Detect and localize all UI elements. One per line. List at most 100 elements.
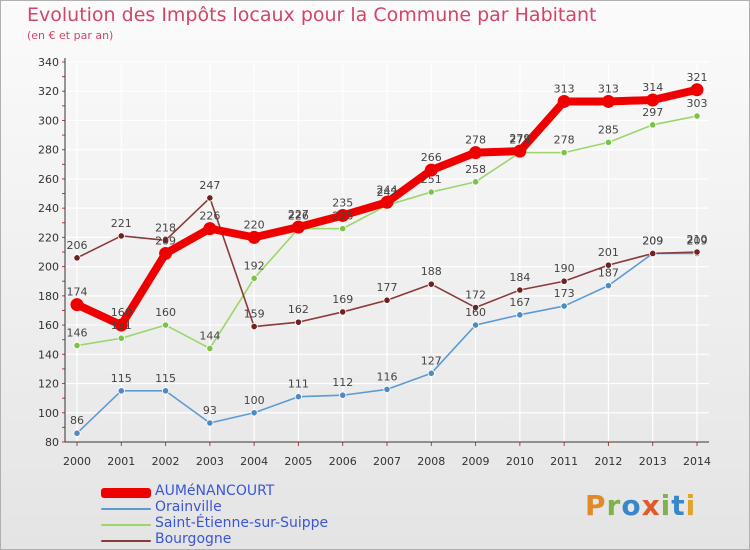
legend-label: AUMéNANCOURT: [155, 483, 275, 499]
data-point-orainville: [604, 282, 613, 290]
data-label-saint-tienne-sur-suippe: 146: [67, 327, 88, 340]
x-tick-label: 2008: [417, 455, 445, 468]
data-label-saint-tienne-sur-suippe: 160: [155, 306, 176, 319]
data-label-aum-nancourt: 220: [244, 218, 265, 231]
legend-label: Saint-Étienne-sur-Suippe: [155, 515, 329, 531]
data-point-aum-nancourt: [336, 208, 350, 222]
data-label-aum-nancourt: 266: [421, 151, 442, 164]
y-tick-label: 180: [38, 290, 59, 303]
data-point-orainville: [117, 387, 125, 395]
data-point-aum-nancourt: [159, 246, 173, 260]
data-point-bourgogne: [383, 296, 391, 304]
data-label-aum-nancourt: 235: [332, 196, 353, 209]
data-label-orainville: 115: [155, 372, 176, 385]
data-point-aum-nancourt: [424, 163, 438, 177]
y-tick-label: 120: [38, 378, 59, 391]
data-label-bourgogne: 209: [642, 234, 663, 247]
y-tick-label: 80: [45, 436, 59, 449]
y-tick-label: 280: [38, 144, 59, 157]
data-label-saint-tienne-sur-suippe: 251: [421, 173, 442, 186]
data-label-bourgogne: 177: [377, 281, 398, 294]
data-point-bourgogne: [560, 277, 568, 285]
data-label-bourgogne: 184: [509, 271, 530, 284]
data-label-orainville: 173: [554, 287, 575, 300]
data-point-orainville: [206, 419, 214, 427]
data-point-aum-nancourt: [114, 318, 128, 332]
y-tick-label: 240: [38, 202, 59, 215]
data-point-orainville: [383, 385, 391, 393]
data-label-orainville: 209: [687, 234, 708, 247]
data-label-saint-tienne-sur-suippe: 192: [244, 259, 265, 272]
data-label-saint-tienne-sur-suippe: 226: [332, 210, 353, 223]
data-label-saint-tienne-sur-suippe: 258: [465, 163, 486, 176]
y-tick-label: 300: [38, 114, 59, 127]
data-label-aum-nancourt: 313: [554, 82, 575, 95]
data-label-aum-nancourt: 321: [687, 71, 708, 84]
data-label-aum-nancourt: 227: [288, 208, 309, 221]
chart-title: Evolution des Impôts locaux pour la Comm…: [27, 4, 597, 26]
data-label-saint-tienne-sur-suippe: 278: [554, 134, 575, 147]
data-point-saint-tienne-sur-suippe: [471, 178, 480, 186]
data-point-bourgogne: [294, 318, 303, 326]
data-label-bourgogne: 206: [67, 239, 88, 252]
data-label-saint-tienne-sur-suippe: 278: [509, 134, 530, 147]
x-tick-label: 2005: [284, 455, 312, 468]
data-point-aum-nancourt: [247, 230, 261, 244]
data-point-aum-nancourt: [513, 144, 527, 158]
data-label-orainville: 112: [332, 376, 353, 389]
data-label-bourgogne: 247: [199, 179, 220, 192]
y-tick-label: 200: [38, 261, 59, 274]
x-tick-label: 2013: [639, 455, 667, 468]
legend-swatch: [101, 540, 151, 542]
data-point-orainville: [427, 369, 435, 377]
data-label-orainville: 187: [598, 267, 619, 280]
data-label-orainville: 100: [244, 394, 265, 407]
proxiti-logo[interactable]: Proxiti: [585, 489, 697, 522]
data-label-bourgogne: 190: [554, 262, 575, 275]
data-label-orainville: 116: [377, 370, 398, 383]
data-point-aum-nancourt: [557, 94, 571, 108]
data-label-orainville: 86: [70, 414, 84, 427]
data-point-bourgogne: [649, 249, 657, 258]
data-point-saint-tienne-sur-suippe: [161, 321, 170, 329]
chart-subtitle: (en € et par an): [27, 29, 114, 42]
x-tick-label: 2014: [683, 455, 711, 468]
data-point-bourgogne: [161, 236, 170, 244]
data-point-bourgogne: [693, 248, 701, 256]
data-point-orainville: [339, 391, 347, 399]
data-label-aum-nancourt: 226: [199, 210, 220, 223]
x-tick-label: 2006: [329, 455, 357, 468]
data-label-aum-nancourt: 209: [155, 234, 176, 247]
y-tick-label: 100: [38, 407, 59, 420]
data-point-orainville: [471, 321, 480, 329]
y-tick-label: 220: [38, 231, 59, 244]
data-point-bourgogne: [604, 261, 613, 269]
data-point-bourgogne: [471, 303, 480, 312]
data-point-bourgogne: [206, 194, 214, 202]
data-label-orainville: 160: [465, 306, 486, 319]
data-label-saint-tienne-sur-suippe: 144: [199, 329, 220, 342]
data-point-bourgogne: [117, 232, 125, 240]
data-label-bourgogne: 159: [244, 308, 265, 321]
data-label-aum-nancourt: 244: [377, 183, 398, 196]
data-label-aum-nancourt: 174: [67, 286, 88, 299]
data-point-saint-tienne-sur-suippe: [427, 188, 435, 196]
data-label-orainville: 167: [509, 296, 530, 309]
data-point-bourgogne: [250, 322, 258, 331]
x-tick-label: 2009: [462, 455, 490, 468]
y-tick-label: 140: [38, 348, 59, 361]
data-point-orainville: [294, 393, 303, 401]
data-label-aum-nancourt: 278: [465, 134, 486, 147]
data-label-aum-nancourt: 314: [642, 81, 663, 94]
data-point-saint-tienne-sur-suippe: [560, 149, 568, 157]
data-label-bourgogne: 201: [598, 246, 619, 259]
x-tick-label: 2003: [196, 455, 224, 468]
data-point-saint-tienne-sur-suippe: [250, 274, 258, 282]
y-tick-label: 320: [38, 85, 59, 98]
legend-swatch: [101, 524, 151, 526]
data-point-saint-tienne-sur-suippe: [649, 121, 657, 129]
data-point-orainville: [73, 429, 81, 437]
data-point-aum-nancourt: [469, 146, 483, 160]
